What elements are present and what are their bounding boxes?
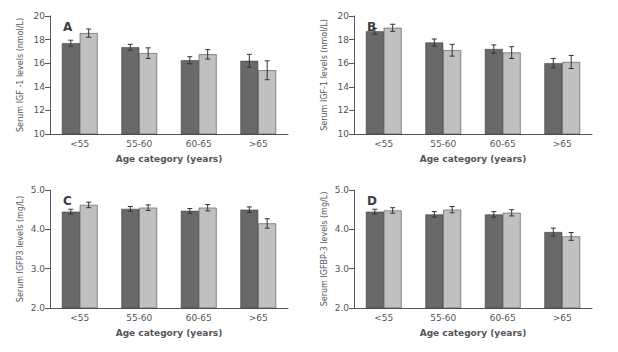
svg-text:Serum IGF-1 levels (nmol/L): Serum IGF-1 levels (nmol/L) [320,19,329,130]
svg-text:55-60: 55-60 [430,313,456,323]
svg-text:<55: <55 [374,313,393,323]
svg-text:Serum IGFBP-3 levels (mg/L): Serum IGFBP-3 levels (mg/L) [320,192,329,307]
svg-text:2.0: 2.0 [335,303,350,313]
svg-text:4.0: 4.0 [31,224,46,234]
svg-text:<55: <55 [70,139,89,149]
svg-text:Age category (years): Age category (years) [420,154,527,164]
svg-text:16: 16 [338,58,350,68]
svg-text:16: 16 [34,58,46,68]
svg-text:2.0: 2.0 [31,303,46,313]
svg-text:60-65: 60-65 [186,139,212,149]
svg-text:20: 20 [34,11,46,21]
svg-text:18: 18 [338,35,350,45]
svg-text:60-65: 60-65 [490,313,516,323]
svg-text:3.0: 3.0 [335,264,350,274]
svg-text:14: 14 [338,82,350,92]
svg-text:>65: >65 [249,139,268,149]
svg-text:>65: >65 [249,313,268,323]
svg-text:55-60: 55-60 [126,313,152,323]
svg-text:B: B [367,20,376,34]
svg-text:5.0: 5.0 [31,185,46,195]
svg-text:Serum IGFP3 levels (mg/L): Serum IGFP3 levels (mg/L) [16,196,25,302]
svg-text:12: 12 [338,105,349,115]
svg-text:10: 10 [338,129,350,139]
svg-text:>65: >65 [553,139,572,149]
svg-text:D: D [367,194,377,208]
svg-text:Age category (years): Age category (years) [420,328,527,338]
svg-text:C: C [63,194,72,208]
svg-text:10: 10 [34,129,46,139]
svg-text:Age category (years): Age category (years) [116,154,223,164]
svg-text:Serum IGF -1 levels (nmol/L): Serum IGF -1 levels (nmol/L) [16,18,25,132]
svg-text:20: 20 [338,11,350,21]
svg-text:18: 18 [34,35,46,45]
svg-text:60-65: 60-65 [490,139,516,149]
svg-text:55-60: 55-60 [126,139,152,149]
svg-text:<55: <55 [70,313,89,323]
svg-text:55-60: 55-60 [430,139,456,149]
svg-text:A: A [63,20,73,34]
svg-text:3.0: 3.0 [31,264,46,274]
svg-text:4.0: 4.0 [335,224,350,234]
svg-text:12: 12 [34,105,45,115]
svg-text:60-65: 60-65 [186,313,212,323]
svg-text:5.0: 5.0 [335,185,350,195]
svg-text:Age category (years): Age category (years) [116,328,223,338]
svg-text:<55: <55 [374,139,393,149]
svg-text:>65: >65 [553,313,572,323]
svg-text:14: 14 [34,82,46,92]
